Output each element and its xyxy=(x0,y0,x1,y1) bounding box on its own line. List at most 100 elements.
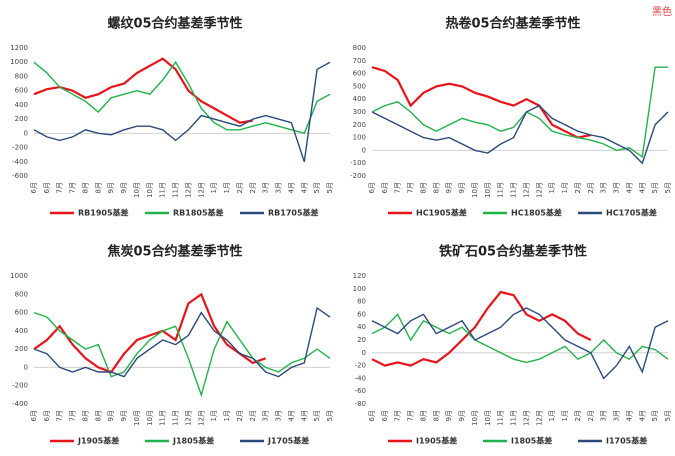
y-tick-label: 0 xyxy=(362,146,366,154)
watermark: 黑色 xyxy=(652,5,672,18)
y-tick-label: 60 xyxy=(357,310,366,318)
series-line xyxy=(371,313,669,364)
x-tick-label: 3月 xyxy=(275,410,283,421)
x-tick-label: 6月 xyxy=(381,182,389,193)
y-tick-label: 20 xyxy=(357,336,366,344)
y-tick-label: 0 xyxy=(24,129,28,137)
x-tick-label: 12月 xyxy=(535,410,543,426)
legend-label: J1805基差 xyxy=(172,436,214,446)
y-tick-label: 1000 xyxy=(10,272,28,280)
y-tick-label: 1200 xyxy=(10,44,28,52)
y-tick-label: -400 xyxy=(12,158,28,166)
y-tick-label: 120 xyxy=(353,272,366,280)
series-line xyxy=(33,311,331,398)
y-tick-label: 100 xyxy=(353,285,366,293)
x-tick-label: 3月 xyxy=(262,182,270,193)
y-tick-label: 0 xyxy=(362,349,366,357)
x-tick-label: 11月 xyxy=(510,410,518,426)
x-tick-label: 1月 xyxy=(548,410,556,421)
legend-label: HC1705基差 xyxy=(606,208,657,218)
x-tick-label: 9月 xyxy=(120,182,128,193)
x-tick-label: 5月 xyxy=(664,410,672,421)
x-tick-label: 8月 xyxy=(432,410,440,421)
y-tick-label: -200 xyxy=(12,382,28,390)
x-tick-label: 11月 xyxy=(172,182,180,198)
x-tick-label: 10月 xyxy=(146,410,154,426)
x-tick-label: 3月 xyxy=(613,182,621,193)
series-line xyxy=(33,306,331,378)
x-tick-label: 2月 xyxy=(587,182,595,193)
x-tick-label: 7月 xyxy=(407,182,415,193)
x-tick-label: 2月 xyxy=(236,410,244,421)
y-tick-label: 400 xyxy=(15,101,28,109)
x-tick-label: 8月 xyxy=(94,182,102,193)
y-tick-label: 40 xyxy=(357,323,366,331)
x-tick-label: 12月 xyxy=(197,182,205,198)
chart-title: 螺纹05合约基差季节性 xyxy=(107,16,242,32)
x-tick-label: 5月 xyxy=(313,182,321,193)
x-tick-label: 3月 xyxy=(262,410,270,421)
x-tick-label: 9月 xyxy=(107,410,115,421)
x-tick-label: 12月 xyxy=(184,182,192,198)
legend-label: J1705基差 xyxy=(267,436,309,446)
series-line xyxy=(33,57,253,124)
x-tick-label: 2月 xyxy=(587,410,595,421)
y-tick-label: 500 xyxy=(353,82,366,90)
y-tick-label: -80 xyxy=(355,400,366,408)
legend-label: I1905基差 xyxy=(416,436,457,446)
x-tick-label: 8月 xyxy=(94,410,102,421)
x-tick-label: 9月 xyxy=(120,410,128,421)
y-tick-label: -100 xyxy=(350,159,366,167)
x-tick-label: 2月 xyxy=(236,182,244,193)
y-tick-label: 600 xyxy=(15,309,28,317)
y-tick-label: -200 xyxy=(12,144,28,152)
y-tick-label: 800 xyxy=(15,72,28,80)
x-tick-label: 10月 xyxy=(471,182,479,198)
x-tick-label: 1月 xyxy=(223,410,231,421)
series-line xyxy=(33,292,267,374)
x-tick-label: 10月 xyxy=(133,410,141,426)
x-tick-label: 11月 xyxy=(510,182,518,198)
x-tick-label: 12月 xyxy=(197,410,205,426)
x-tick-label: 6月 xyxy=(368,182,376,193)
series-line xyxy=(33,60,331,135)
chart-title: 铁矿石05合约基差季节性 xyxy=(438,244,587,260)
x-tick-label: 10月 xyxy=(484,182,492,198)
x-tick-label: 4月 xyxy=(625,182,633,193)
y-tick-label: -200 xyxy=(350,172,366,180)
x-tick-label: 12月 xyxy=(184,410,192,426)
x-tick-label: 8月 xyxy=(419,410,427,421)
y-tick-label: 800 xyxy=(353,44,366,52)
legend-label: RB1705基差 xyxy=(268,208,319,218)
series-line xyxy=(371,290,592,367)
x-tick-label: 10月 xyxy=(484,410,492,426)
y-tick-label: 600 xyxy=(15,87,28,95)
series-line xyxy=(33,61,331,163)
x-tick-label: 4月 xyxy=(300,182,308,193)
x-tick-label: 2月 xyxy=(574,182,582,193)
legend-label: J1905基差 xyxy=(77,436,119,446)
y-tick-label: 400 xyxy=(15,327,28,335)
x-tick-label: 11月 xyxy=(497,182,505,198)
y-tick-label: 700 xyxy=(353,57,366,65)
x-tick-label: 7月 xyxy=(56,182,64,193)
x-tick-label: 3月 xyxy=(600,410,608,421)
x-tick-label: 4月 xyxy=(300,410,308,421)
x-tick-label: 3月 xyxy=(600,182,608,193)
x-tick-label: 8月 xyxy=(81,410,89,421)
x-tick-label: 1月 xyxy=(210,182,218,193)
x-tick-label: 2月 xyxy=(574,410,582,421)
x-tick-label: 6月 xyxy=(381,410,389,421)
x-tick-label: 5月 xyxy=(313,410,321,421)
x-tick-label: 5月 xyxy=(326,182,334,193)
y-tick-label: 200 xyxy=(353,121,366,129)
x-tick-label: 10月 xyxy=(146,182,154,198)
y-tick-label: 300 xyxy=(353,108,366,116)
y-tick-label: 200 xyxy=(15,345,28,353)
x-tick-label: 7月 xyxy=(69,410,77,421)
x-tick-label: 8月 xyxy=(419,182,427,193)
x-tick-label: 9月 xyxy=(107,182,115,193)
x-tick-label: 1月 xyxy=(561,182,569,193)
x-tick-label: 4月 xyxy=(287,182,295,193)
series-line xyxy=(371,104,669,165)
